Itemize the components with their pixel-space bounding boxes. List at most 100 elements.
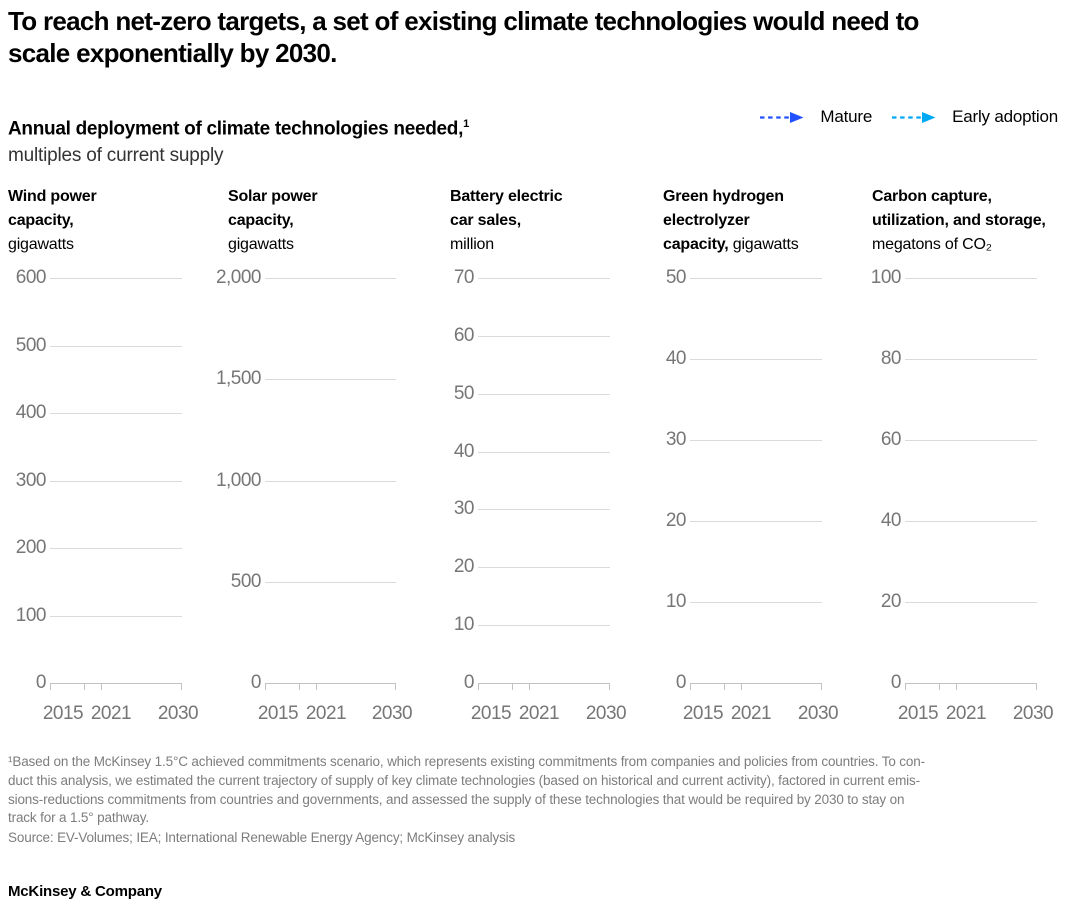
- x-axis-tick: [609, 683, 610, 690]
- panel-header: Solar power capacity, gigawatts: [228, 185, 318, 257]
- y-gridline: [265, 481, 396, 482]
- y-gridline: [478, 278, 610, 279]
- x-axis-tick: [905, 683, 906, 690]
- y-gridline: [478, 394, 610, 395]
- x-axis-tick: [299, 683, 300, 690]
- y-axis-label: 600: [15, 267, 47, 288]
- x-axis-label: 2015: [470, 703, 512, 724]
- brand-wordmark: McKinsey & Company: [8, 883, 162, 900]
- x-axis-tick: [821, 683, 822, 690]
- panel-header-line: megatons of CO₂: [872, 233, 1046, 257]
- panel-header-line: million: [450, 233, 562, 257]
- y-gridline: [478, 509, 610, 510]
- y-axis-label: 0: [250, 672, 262, 693]
- y-gridline: [50, 413, 182, 414]
- y-gridline: [905, 521, 1037, 522]
- panel-title-text: Wind power: [8, 188, 97, 205]
- x-axis-tick: [741, 683, 742, 690]
- legend-label-mature: Mature: [820, 107, 873, 126]
- y-gridline: [905, 440, 1037, 441]
- x-axis-tick: [1036, 683, 1037, 690]
- x-axis-label: 2030: [1012, 703, 1054, 724]
- panel-title-text: Green hydrogen: [663, 188, 784, 205]
- y-axis-label: 300: [15, 470, 47, 491]
- panel-title-text: capacity,: [8, 212, 74, 229]
- y-axis-label: 400: [15, 402, 47, 423]
- y-axis-label: 500: [230, 571, 262, 592]
- x-axis-baseline: [478, 683, 610, 684]
- x-axis-tick: [512, 683, 513, 690]
- x-axis-label: 2021: [305, 703, 347, 724]
- y-axis-label: 0: [890, 672, 902, 693]
- x-axis-tick: [690, 683, 691, 690]
- x-axis-tick: [84, 683, 85, 690]
- y-gridline: [50, 548, 182, 549]
- footnote-marker: 1: [463, 118, 469, 130]
- x-axis-label: 2015: [897, 703, 939, 724]
- x-axis-tick: [50, 683, 51, 690]
- y-gridline: [690, 440, 822, 441]
- panel-header-line: Carbon capture,: [872, 185, 1046, 209]
- panel-header: Wind power capacity, gigawatts: [8, 185, 97, 257]
- panel-unit-text: megatons of CO₂: [872, 236, 992, 253]
- chart-subtitle-text: Annual deployment of climate technologie…: [8, 118, 464, 140]
- x-axis-label: 2015: [682, 703, 724, 724]
- x-axis-label: 2021: [518, 703, 560, 724]
- y-gridline: [265, 582, 396, 583]
- page-title: To reach net-zero targets, a set of exis…: [8, 6, 919, 68]
- panel-header-line: capacity,: [8, 209, 97, 233]
- panel-header-line: gigawatts: [228, 233, 317, 257]
- panel-unit-text: gigawatts: [8, 236, 74, 253]
- y-gridline: [690, 602, 822, 603]
- y-gridline: [478, 452, 610, 453]
- panel-header-line: gigawatts: [8, 233, 97, 257]
- y-axis-label: 2,000: [215, 267, 262, 288]
- panel-unit-text: gigawatts: [228, 236, 294, 253]
- legend-item-mature: Mature: [759, 107, 872, 127]
- y-axis-label: 50: [453, 383, 475, 404]
- y-axis-label: 100: [870, 267, 902, 288]
- y-axis-label: 10: [453, 614, 475, 635]
- y-gridline: [690, 521, 822, 522]
- x-axis-label: 2030: [585, 703, 627, 724]
- y-gridline: [50, 481, 182, 482]
- x-axis-tick: [265, 683, 266, 690]
- x-axis-baseline: [905, 683, 1037, 684]
- y-gridline: [905, 359, 1037, 360]
- panel-title-text: Carbon capture,: [872, 188, 992, 205]
- y-axis-label: 40: [880, 510, 902, 531]
- panel-title-text: Solar power: [228, 188, 318, 205]
- y-axis-label: 20: [453, 556, 475, 577]
- legend-label-early-adoption: Early adoption: [952, 107, 1058, 126]
- y-axis-label: 30: [665, 429, 687, 450]
- x-axis-tick: [529, 683, 530, 690]
- panel-header-line: capacity, gigawatts: [663, 233, 799, 257]
- panel-title-text: capacity,: [663, 236, 729, 253]
- y-axis-label: 10: [665, 591, 687, 612]
- y-axis-label: 30: [453, 498, 475, 519]
- panel-header-line: utilization, and storage,: [872, 209, 1046, 233]
- legend: Mature Early adoption: [759, 106, 1058, 128]
- panel-header-line: Green hydrogen: [663, 185, 799, 209]
- chart-subtitle-bold: Annual deployment of climate technologie…: [8, 111, 668, 142]
- y-gridline: [50, 346, 182, 347]
- x-axis-label: 2021: [730, 703, 772, 724]
- y-gridline: [478, 567, 610, 568]
- y-axis-label: 60: [453, 325, 475, 346]
- y-axis-label: 40: [453, 441, 475, 462]
- y-gridline: [478, 625, 610, 626]
- y-axis-label: 70: [453, 267, 475, 288]
- x-axis-tick: [101, 683, 102, 690]
- x-axis-tick: [316, 683, 317, 690]
- panel-header-line: Wind power: [8, 185, 97, 209]
- x-axis-label: 2030: [797, 703, 839, 724]
- x-axis-tick: [395, 683, 396, 690]
- y-gridline: [265, 379, 396, 380]
- y-axis-label: 500: [15, 335, 47, 356]
- panel-title-text: Battery electric: [450, 188, 563, 205]
- panel-title-text: electrolyzer: [663, 212, 750, 229]
- x-axis-label: 2030: [371, 703, 413, 724]
- x-axis-baseline: [265, 683, 396, 684]
- panel-header-line: car sales,: [450, 209, 562, 233]
- footnote: ¹Based on the McKinsey 1.5°C achieved co…: [8, 754, 925, 826]
